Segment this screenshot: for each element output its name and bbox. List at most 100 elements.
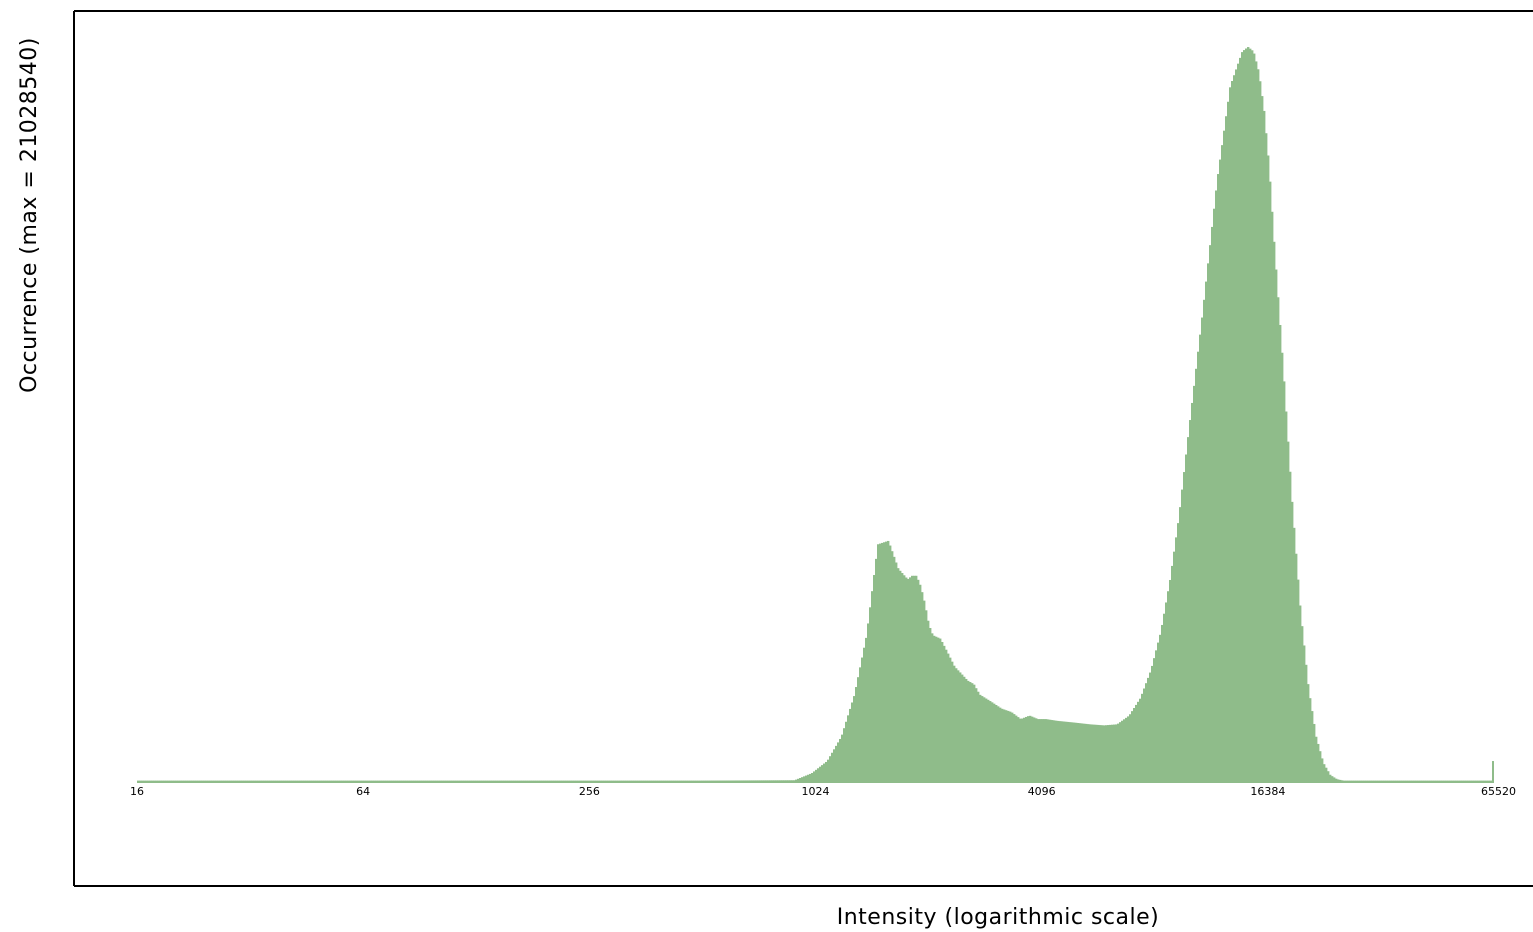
histogram-bar [415,780,418,783]
histogram-bar [795,779,798,783]
histogram-bar [1309,698,1312,783]
histogram-bar [645,780,648,783]
histogram-bar [669,780,672,783]
histogram-bar [729,780,732,783]
histogram-bar [1063,721,1066,783]
histogram-bar [171,780,174,783]
histogram-bar [369,780,372,783]
histogram-bar [1413,780,1416,783]
histogram-bar [1377,780,1380,783]
histogram-bar [611,780,614,783]
histogram-bar [1439,780,1442,783]
histogram-bar [515,780,518,783]
histogram-bar [1461,780,1464,783]
histogram-bar [833,749,836,783]
histogram-bar [1263,110,1266,783]
histogram-bar [1019,718,1022,783]
histogram-bar [1051,720,1054,783]
histogram-bar [1257,69,1260,783]
histogram-bar [1065,721,1068,783]
histogram-bar [309,780,312,783]
histogram-bar [697,780,700,783]
x-tick-label: 4096 [1028,785,1056,798]
histogram-bar [813,771,816,783]
histogram-bar [359,780,362,783]
histogram-bar [603,780,606,783]
histogram-bar [727,780,730,783]
histogram-bar [243,780,246,783]
histogram-bar [523,780,526,783]
histogram-bar [1305,664,1308,783]
histogram-bar [1337,779,1340,783]
histogram-bar [1435,780,1438,783]
histogram-bar [565,780,568,783]
histogram-bar [1255,61,1258,783]
histogram-bar [571,780,574,783]
histogram-bar [1017,717,1020,783]
histogram-bar [1303,645,1306,783]
histogram-bar [1223,130,1226,783]
histogram-bar [205,780,208,783]
histogram-bar [705,780,708,783]
histogram-bar [853,696,856,783]
histogram-bar [847,715,850,783]
histogram-bar [157,780,160,783]
histogram-bar [569,780,572,783]
histogram-bar [341,780,344,783]
histogram-bar [441,780,444,783]
histogram-bar [1169,579,1172,783]
histogram-bar [409,780,412,783]
histogram-bar [1261,96,1264,784]
histogram-bar [1073,722,1076,783]
histogram-bar [1399,780,1402,783]
histogram-bar [1359,780,1362,783]
histogram-bar [535,780,538,783]
histogram-bar [653,780,656,783]
histogram-bar [1243,50,1246,783]
histogram-bar [393,780,396,783]
histogram-bar [329,780,332,783]
histogram-bar [815,769,818,783]
histogram-bar [895,562,898,783]
histogram-bar [841,734,844,783]
histogram-bar [1139,698,1142,783]
histogram-bar [1053,720,1056,783]
histogram-bar [345,780,348,783]
histogram-bar [1479,780,1482,783]
histogram-bar [1091,724,1094,783]
histogram-bar [1087,724,1090,783]
histogram-bar [147,780,150,783]
histogram-bar [259,780,262,783]
histogram-bar [765,780,768,783]
histogram-bar [1057,720,1060,783]
histogram-bar [573,780,576,783]
histogram-bar [191,780,194,783]
histogram-bar [207,780,210,783]
histogram-bar [317,780,320,783]
histogram-bar [1311,711,1314,783]
histogram-bar [181,780,184,783]
histogram-bar [1183,472,1186,783]
histogram-bar [185,780,188,783]
histogram-bar [1447,780,1450,783]
histogram-bar [637,780,640,783]
histogram-bar [1265,133,1268,784]
histogram-bar [735,780,738,783]
histogram-bar [1099,725,1102,783]
histogram-bar [959,672,962,783]
histogram-bar [1083,723,1086,783]
histogram-bar [485,780,488,783]
histogram-bar [725,780,728,783]
histogram-bar [993,703,996,783]
histogram-bar [1043,719,1046,783]
histogram-bar [897,568,900,783]
histogram-bar [163,780,166,783]
histogram-bar [1391,780,1394,783]
histogram-bar [371,780,374,783]
histogram-bar [537,780,540,783]
histogram-bar [241,780,244,783]
histogram-bar [737,780,740,783]
histogram-bar [169,780,172,783]
histogram-bar [1421,780,1424,783]
histogram-bar [1417,780,1420,783]
